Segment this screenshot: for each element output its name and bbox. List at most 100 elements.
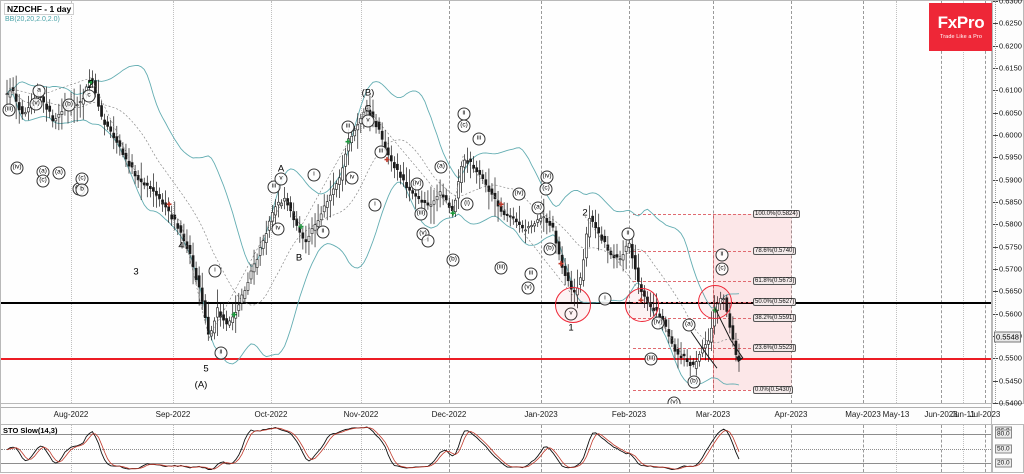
date-tick-label: Mar-2023 [695, 410, 731, 419]
wave-label: ii [715, 248, 729, 262]
wave-label: v [361, 114, 375, 128]
wave-label: C [364, 103, 372, 115]
wave-label: (iv) [651, 316, 665, 330]
stochastic-axis[interactable]: 86.880.050.020.0 [992, 424, 1024, 473]
gridline-vertical [896, 1, 897, 403]
price-tick-label: 0.6050 [999, 108, 1022, 118]
wave-label: iv [271, 222, 285, 236]
price-tick-label: 0.5950 [999, 152, 1022, 162]
wave-label: iv [345, 171, 359, 185]
wave-label: B [295, 252, 303, 264]
wave-label: A [277, 163, 285, 175]
wave-label: (iii) [414, 207, 428, 221]
wave-label: (c) [715, 262, 729, 276]
wave-label: 2 [87, 78, 95, 91]
logo-wordmark: FxPro [937, 13, 985, 32]
price-tick [993, 403, 998, 404]
wave-label: (iii) [2, 103, 16, 117]
wave-label: (v) [29, 97, 43, 111]
wave-label: i [421, 234, 435, 248]
wave-label: (iv) [540, 170, 554, 184]
stochastic-tick-label: 50.0 [995, 444, 1012, 453]
wave-label: a [32, 84, 46, 98]
price-chart-pane[interactable]: 100.0%(0.5824) 78.6%(0.5740) 61.8%(0.5673)… [0, 0, 993, 415]
wave-label: (v) [521, 281, 535, 295]
price-tick-label: 0.6200 [999, 41, 1022, 51]
fibonacci-label: 50.0%(0.5627) [753, 297, 797, 306]
fibonacci-line [633, 389, 791, 391]
wave-label: (a) [682, 318, 696, 332]
gridline-vertical [985, 1, 986, 403]
wave-label: 2 [582, 207, 588, 219]
wave-label: (c) [539, 182, 553, 196]
stochastic-level-20 [1, 462, 991, 464]
price-tick-label: 0.6150 [999, 63, 1022, 73]
price-tick-label: 0.5700 [999, 264, 1022, 274]
stochastic-pane[interactable]: STO Slow(14,3) [0, 424, 992, 473]
date-tick-label: Aug-2022 [53, 410, 89, 419]
wave-label: (b) [687, 375, 701, 389]
wave-label: ii [621, 227, 635, 241]
price-tick-label: 0.6100 [999, 85, 1022, 95]
gridline-vertical [863, 1, 864, 403]
wave-label: ii [316, 225, 330, 239]
wave-label: i [208, 264, 222, 278]
gridline-vertical [791, 1, 792, 403]
price-tick-label: 0.5650 [999, 286, 1022, 296]
price-tick-label: 0.5850 [999, 197, 1022, 207]
price-tick-label: 0.5600 [999, 309, 1022, 319]
signal-marker-circles [1, 1, 991, 403]
bollinger-band-label: BB(20,20,2.0,2.0) [5, 16, 60, 23]
wave-label: (a) [531, 201, 545, 215]
logo-tagline: Trade Like a Pro [939, 34, 983, 40]
price-axis[interactable]: 0.6300 0.6250 0.6200 0.6150 0.6100 0.6050 0.60… [992, 0, 1024, 408]
current-price-tag: 0.5548 [994, 331, 1021, 343]
signal-circle [698, 285, 732, 319]
date-tick-label: May-13 [882, 410, 910, 419]
wave-label: (a) [52, 166, 66, 180]
stochastic-levels [1, 425, 991, 472]
gridline-vertical [941, 1, 942, 403]
wave-label: iii [374, 145, 388, 159]
wave-label: (i) [460, 197, 474, 211]
stochastic-tick-label: 20.0 [995, 458, 1012, 468]
date-tick-label: Jun-11 [951, 410, 975, 419]
elliott-wave-labels: (iii)(iv)a(v)(a)(c)(b)2c(b)(a)(c)b34iii5… [1, 1, 991, 415]
fibonacci-label: 78.6%(0.5740) [753, 247, 797, 256]
fibonacci-label: 61.8%(0.5673) [753, 277, 797, 286]
fibonacci-label: 0.0%(0.5430) [753, 385, 794, 394]
wave-label: (b) [446, 253, 460, 267]
wave-label: (c) [457, 119, 471, 133]
wave-label: (B) [361, 87, 375, 99]
date-axis[interactable]: Aug-2022 Sep-2022 Oct-2022 Nov-2022 Dec-2022… [0, 404, 1000, 424]
wave-label: i [598, 292, 612, 306]
stochastic-tick-label: 80.0 [995, 429, 1012, 439]
date-tick-label: Oct-2022 [254, 410, 288, 419]
date-tick-label: Dec-2022 [431, 410, 467, 419]
price-tick-label: 0.5800 [999, 219, 1022, 229]
price-tick-label: 0.5500 [999, 353, 1022, 363]
wave-label: iii [341, 120, 355, 134]
wave-label: (a) [434, 160, 448, 174]
price-tick-label: 0.6000 [999, 130, 1022, 140]
date-axis-rule [1, 407, 991, 408]
wave-label: c [82, 89, 96, 103]
wave-label: iii [524, 267, 538, 281]
fibonacci-label: 38.2%(0.5591) [753, 313, 797, 322]
signal-circle [555, 287, 591, 323]
date-tick-label: Jul-2023 [969, 410, 1001, 419]
price-tick-label: 0.5450 [999, 376, 1022, 386]
wave-label: i [307, 168, 321, 182]
fibonacci-label: 23.6%(0.5523) [753, 344, 797, 353]
price-tick-label: 0.5750 [999, 242, 1022, 252]
wave-label: (iii) [494, 261, 508, 275]
stochastic-level-50 [1, 448, 991, 450]
date-tick-label: Jun-2023 [924, 410, 958, 419]
wave-label: (b) [62, 98, 76, 112]
stochastic-level-80 [1, 434, 991, 436]
wave-label: (iv) [512, 187, 526, 201]
wave-label: (b) [543, 242, 557, 256]
wave-label: (A) [194, 379, 208, 391]
wave-label: (iv) [10, 161, 24, 175]
signal-circle [625, 288, 659, 322]
